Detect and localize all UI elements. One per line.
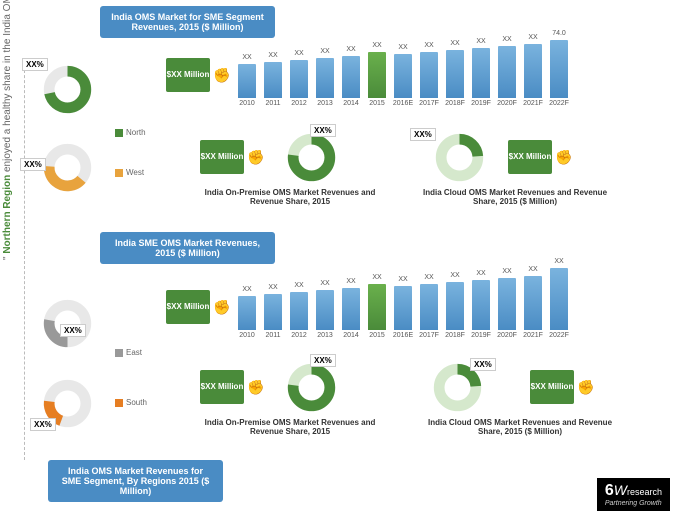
donut-onprem-1: XX% (284, 130, 339, 185)
caption-cloud-1: India Cloud OMS Market Revenues and Reve… (420, 188, 610, 206)
money-onprem-1: $XX Million✊ (200, 140, 264, 174)
money-cloud-1: $XX Million✊ (508, 140, 572, 174)
donut-west: XX% (40, 140, 95, 195)
donut-east: XX% (40, 296, 95, 351)
donut-onprem-2: XX% (284, 360, 339, 415)
title-regions: India OMS Market Revenues for SME Segmen… (48, 460, 223, 502)
legend-west: West (115, 168, 144, 177)
barchart-sme: XX2010XX2011XX2012XX2013XX2014XX2015XX20… (236, 30, 570, 107)
legend-south: South (115, 398, 147, 407)
caption-onprem-1: India On-Premise OMS Market Revenues and… (200, 188, 380, 206)
caption-cloud-2: India Cloud OMS Market Revenues and Reve… (420, 418, 620, 436)
donut-south: XX% (40, 376, 95, 431)
caption-onprem-2: India On-Premise OMS Market Revenues and… (200, 418, 380, 436)
donut-cloud-1: XX% (432, 130, 487, 185)
sidebar-quote: " Northern Region enjoyed a healthy shar… (2, 0, 13, 260)
money-cloud-2: $XX Million✊ (530, 370, 594, 404)
logo-6wresearch: 6Wresearch Partnering Growth (597, 478, 670, 511)
donut-cloud-2: XX% (430, 360, 485, 415)
legend-east: East (115, 348, 142, 357)
legend-north: North (115, 128, 146, 137)
donut-north: XX% (40, 62, 95, 117)
barchart-sme-2: XX2010XX2011XX2012XX2013XX2014XX2015XX20… (236, 258, 570, 339)
money-onprem-2: $XX Million✊ (200, 370, 264, 404)
connector-line (24, 60, 25, 460)
money-sme-total-2: $XX Million✊ (166, 290, 230, 324)
money-sme-total: $XX Million✊ (166, 58, 230, 92)
